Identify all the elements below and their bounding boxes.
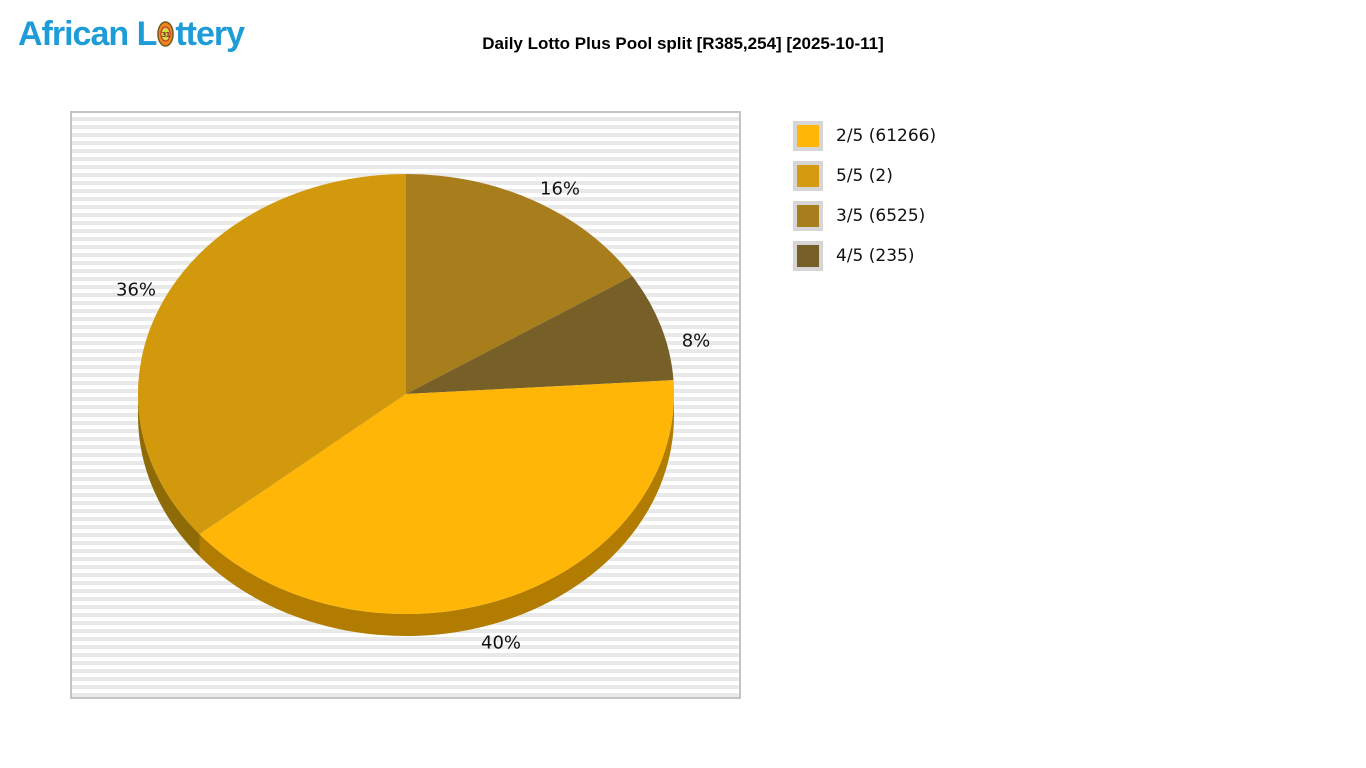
legend-item: 5/5 (2) [793,161,936,191]
legend-swatch-5-5 [793,161,823,191]
logo-text-left: African L [18,14,157,53]
legend-label-5-5: 5/5 (2) [836,166,893,186]
slice-percent-label-36: 36% [115,279,157,301]
legend-item: 4/5 (235) [793,241,936,271]
legend-swatch-3-5 [793,201,823,231]
legend-label-4-5: 4/5 (235) [836,246,915,266]
pie-chart-panel: 16% 8% 40% 36% [70,111,741,699]
lottery-ball-icon: 31 [157,17,175,56]
logo-text-right: ttery [175,14,245,53]
ball-number: 31 [162,31,171,39]
legend-label-3-5: 3/5 (6525) [836,206,926,226]
legend-item: 2/5 (61266) [793,121,936,151]
page-title: Daily Lotto Plus Pool split [R385,254] [… [482,34,884,53]
slice-percent-label-16: 16% [539,178,581,200]
legend-label-2-5: 2/5 (61266) [836,126,937,146]
pie-chart [138,174,675,636]
african-lottery-logo: African L 31 ttery [18,12,245,56]
legend-swatch-2-5 [793,121,823,151]
slice-percent-label-8: 8% [681,330,711,352]
slice-percent-label-40: 40% [480,632,522,654]
legend-item: 3/5 (6525) [793,201,936,231]
legend-swatch-4-5 [793,241,823,271]
chart-legend: 2/5 (61266) 5/5 (2) 3/5 (6525) 4/5 (235) [793,121,936,281]
